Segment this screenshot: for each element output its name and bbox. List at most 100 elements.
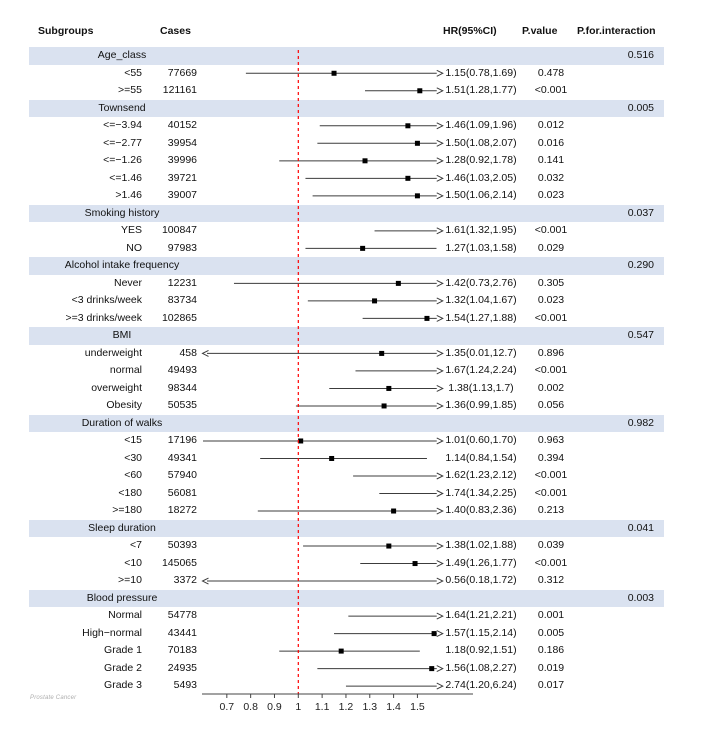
cases-value: 40152 (167, 119, 197, 132)
cases-value: 97983 (167, 241, 197, 254)
point-estimate-marker (338, 648, 344, 654)
cases-value: 49493 (167, 364, 197, 377)
hr-ci-text: 1.51(1.28,1.77) (445, 84, 517, 97)
hr-ci-text: 1.18(0.92,1.51) (445, 644, 517, 657)
subgroup-label: NO (126, 241, 142, 254)
subgroup-label: <3 drinks/week (71, 294, 142, 307)
p-value: <0.001 (534, 224, 568, 237)
group-label: Townsend (98, 101, 146, 114)
cases-value: 3372 (173, 574, 197, 587)
cases-value: 70183 (167, 644, 197, 657)
subgroup-label: <=−3.94 (103, 119, 142, 132)
subgroup-label: <=−2.77 (103, 136, 142, 149)
cases-value: 77669 (167, 66, 197, 79)
subgroup-label: <=−1.26 (103, 154, 142, 167)
group-label: Age_class (97, 49, 147, 61)
p-value: 0.023 (537, 189, 565, 202)
p-value: 0.056 (537, 399, 565, 412)
p-value: 0.186 (537, 644, 565, 657)
group-label: Blood pressure (86, 591, 158, 604)
right-arrow-icon (436, 437, 444, 445)
subgroup-label: overweight (91, 381, 142, 394)
group-label: Duration of walks (81, 416, 163, 429)
subgroup-label: Grade 3 (104, 679, 142, 692)
subgroup-label: <15 (124, 434, 142, 447)
subgroup-label: >1.46 (115, 189, 142, 202)
p-value: 0.963 (537, 434, 565, 447)
right-arrow-icon (436, 279, 444, 287)
right-arrow-icon (436, 472, 444, 480)
right-arrow-icon (436, 612, 444, 620)
hr-ci-text: 1.46(1.09,1.96) (445, 119, 517, 132)
hr-ci-text: 1.46(1.03,2.05) (445, 171, 517, 184)
x-axis-tick-label: 1.2 (339, 701, 354, 713)
hr-ci-text: 2.74(1.20,6.24) (445, 679, 517, 692)
cases-value: 39007 (167, 189, 197, 202)
group-label: BMI (112, 329, 132, 342)
p-value: <0.001 (534, 84, 568, 97)
point-estimate-marker (381, 403, 387, 409)
hr-ci-text: 1.50(1.08,2.07) (445, 136, 517, 149)
p-value: 0.141 (537, 154, 565, 167)
right-arrow-icon (436, 314, 444, 322)
p-interaction-value: 0.005 (627, 101, 654, 114)
p-value: <0.001 (534, 364, 568, 377)
x-axis-tick-label: 1.4 (386, 701, 401, 713)
cases-value: 121161 (162, 84, 197, 97)
point-estimate-marker (386, 543, 392, 549)
cases-value: 5493 (173, 679, 197, 692)
hr-ci-text: 1.38(1.13,1.7) (448, 381, 514, 394)
hr-ci-text: 1.32(1.04,1.67) (445, 294, 517, 307)
group-band (29, 327, 664, 345)
hr-ci-text: 1.74(1.34,2.25) (445, 486, 517, 499)
group-label: Alcohol intake frequency (64, 259, 180, 272)
p-value: 0.305 (537, 276, 565, 289)
p-interaction-value: 0.290 (627, 259, 654, 272)
p-value: 0.017 (537, 679, 565, 692)
p-interaction-value: 0.516 (627, 49, 654, 61)
cases-value: 56081 (167, 486, 197, 499)
hr-ci-text: 0.56(0.18,1.72) (445, 574, 517, 587)
right-arrow-icon (436, 577, 444, 585)
subgroup-label: Never (113, 276, 142, 289)
right-arrow-icon (436, 349, 444, 357)
hr-ci-text: 1.64(1.21,2.21) (445, 609, 517, 622)
right-arrow-icon (436, 542, 444, 550)
p-value: 0.312 (537, 574, 565, 587)
right-arrow-icon (436, 139, 444, 147)
p-interaction-value: 0.003 (627, 591, 654, 604)
right-arrow-icon (436, 122, 444, 130)
right-arrow-icon (436, 192, 444, 200)
cases-value: 458 (179, 346, 197, 359)
hr-ci-text: 1.01(0.60,1.70) (445, 434, 517, 447)
right-arrow-icon (436, 507, 444, 515)
subgroup-label: >=10 (118, 574, 142, 587)
subgroup-label: <30 (124, 451, 142, 464)
x-axis-tick-label: 0.9 (267, 701, 282, 713)
group-band (29, 204, 664, 223)
p-interaction-value: 0.041 (627, 521, 654, 534)
subgroup-label: Grade 2 (104, 661, 142, 674)
subgroup-label: Obesity (106, 399, 142, 412)
point-estimate-marker (386, 385, 392, 391)
subgroup-label: <10 (124, 556, 142, 569)
subgroup-label: YES (120, 224, 142, 237)
subgroup-label: Grade 1 (104, 644, 142, 657)
point-estimate-marker (417, 88, 423, 94)
p-value: 0.039 (537, 539, 565, 552)
header-cases: Cases (160, 25, 191, 37)
cases-value: 39721 (167, 171, 197, 184)
header-hr-ci: HR(95%CI) (443, 25, 497, 37)
subgroup-label: <=1.46 (109, 171, 142, 184)
p-value: <0.001 (534, 486, 568, 499)
hr-ci-text: 1.40(0.83,2.36) (445, 504, 517, 517)
point-estimate-marker (391, 508, 397, 514)
right-arrow-icon (436, 384, 444, 392)
cases-value: 17196 (167, 434, 197, 447)
cases-value: 57940 (167, 469, 197, 482)
cases-value: 50393 (167, 539, 197, 552)
hr-ci-text: 1.38(1.02,1.88) (445, 539, 517, 552)
point-estimate-marker (424, 315, 430, 321)
group-label: Sleep duration (88, 521, 156, 534)
